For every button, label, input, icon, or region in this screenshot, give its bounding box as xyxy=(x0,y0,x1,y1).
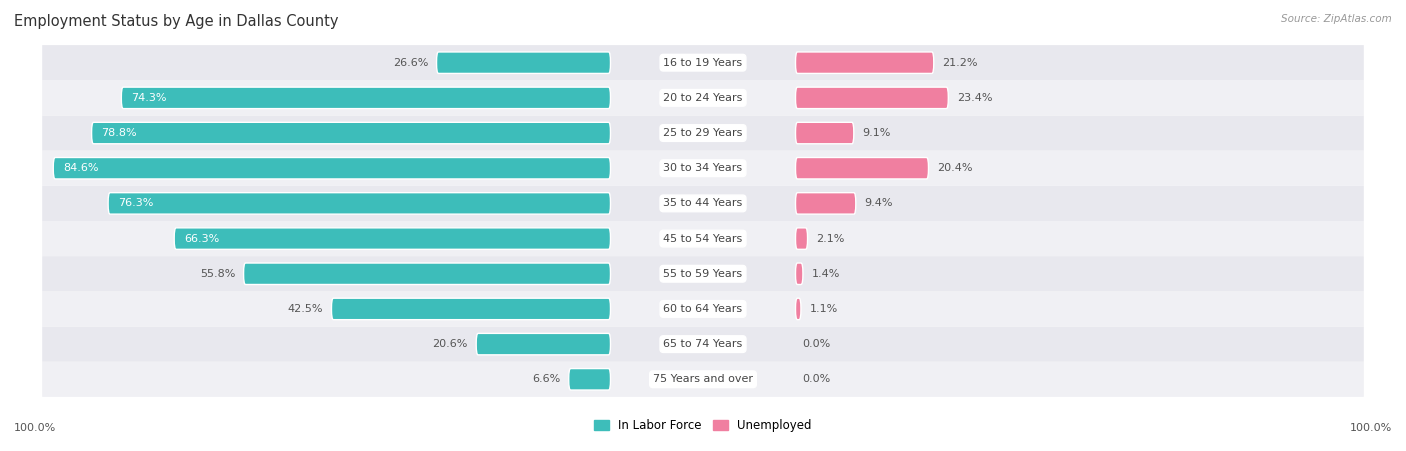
Text: 16 to 19 Years: 16 to 19 Years xyxy=(664,58,742,68)
Text: 21.2%: 21.2% xyxy=(942,58,977,68)
Text: 1.1%: 1.1% xyxy=(810,304,838,314)
FancyBboxPatch shape xyxy=(121,87,610,109)
FancyBboxPatch shape xyxy=(436,52,610,74)
Text: 55.8%: 55.8% xyxy=(200,269,235,279)
Text: 84.6%: 84.6% xyxy=(63,163,98,173)
FancyBboxPatch shape xyxy=(53,157,610,179)
Text: 100.0%: 100.0% xyxy=(14,423,56,433)
FancyBboxPatch shape xyxy=(568,368,610,390)
Text: 26.6%: 26.6% xyxy=(392,58,427,68)
FancyBboxPatch shape xyxy=(243,263,610,285)
Text: 20.6%: 20.6% xyxy=(433,339,468,349)
Text: Employment Status by Age in Dallas County: Employment Status by Age in Dallas Count… xyxy=(14,14,339,28)
Text: 76.3%: 76.3% xyxy=(118,198,153,208)
Legend: In Labor Force, Unemployed: In Labor Force, Unemployed xyxy=(589,414,817,437)
FancyBboxPatch shape xyxy=(42,45,1364,80)
FancyBboxPatch shape xyxy=(42,80,1364,115)
Text: 35 to 44 Years: 35 to 44 Years xyxy=(664,198,742,208)
Text: 66.3%: 66.3% xyxy=(184,234,219,244)
Text: 100.0%: 100.0% xyxy=(1350,423,1392,433)
FancyBboxPatch shape xyxy=(796,87,948,109)
Text: 45 to 54 Years: 45 to 54 Years xyxy=(664,234,742,244)
Text: 30 to 34 Years: 30 to 34 Years xyxy=(664,163,742,173)
Text: 75 Years and over: 75 Years and over xyxy=(652,374,754,384)
Text: 0.0%: 0.0% xyxy=(801,374,831,384)
FancyBboxPatch shape xyxy=(42,327,1364,362)
FancyBboxPatch shape xyxy=(108,193,610,214)
FancyBboxPatch shape xyxy=(42,291,1364,327)
FancyBboxPatch shape xyxy=(796,122,853,144)
Text: 25 to 29 Years: 25 to 29 Years xyxy=(664,128,742,138)
Text: 6.6%: 6.6% xyxy=(531,374,560,384)
FancyBboxPatch shape xyxy=(42,115,1364,151)
Text: 9.4%: 9.4% xyxy=(865,198,893,208)
Text: 55 to 59 Years: 55 to 59 Years xyxy=(664,269,742,279)
Text: 23.4%: 23.4% xyxy=(956,93,993,103)
Text: Source: ZipAtlas.com: Source: ZipAtlas.com xyxy=(1281,14,1392,23)
Text: 65 to 74 Years: 65 to 74 Years xyxy=(664,339,742,349)
Text: 20 to 24 Years: 20 to 24 Years xyxy=(664,93,742,103)
Text: 42.5%: 42.5% xyxy=(288,304,323,314)
FancyBboxPatch shape xyxy=(332,298,610,320)
FancyBboxPatch shape xyxy=(477,333,610,355)
FancyBboxPatch shape xyxy=(796,263,803,285)
Text: 78.8%: 78.8% xyxy=(101,128,138,138)
FancyBboxPatch shape xyxy=(796,157,928,179)
Text: 20.4%: 20.4% xyxy=(936,163,973,173)
FancyBboxPatch shape xyxy=(42,186,1364,221)
FancyBboxPatch shape xyxy=(796,193,856,214)
FancyBboxPatch shape xyxy=(42,362,1364,397)
FancyBboxPatch shape xyxy=(42,151,1364,186)
FancyBboxPatch shape xyxy=(42,256,1364,291)
Text: 74.3%: 74.3% xyxy=(131,93,167,103)
Text: 2.1%: 2.1% xyxy=(815,234,845,244)
FancyBboxPatch shape xyxy=(796,228,807,249)
Text: 60 to 64 Years: 60 to 64 Years xyxy=(664,304,742,314)
Text: 1.4%: 1.4% xyxy=(811,269,839,279)
FancyBboxPatch shape xyxy=(42,221,1364,256)
FancyBboxPatch shape xyxy=(91,122,610,144)
FancyBboxPatch shape xyxy=(796,52,934,74)
Text: 0.0%: 0.0% xyxy=(801,339,831,349)
Text: 9.1%: 9.1% xyxy=(862,128,890,138)
FancyBboxPatch shape xyxy=(796,298,801,320)
FancyBboxPatch shape xyxy=(174,228,610,249)
